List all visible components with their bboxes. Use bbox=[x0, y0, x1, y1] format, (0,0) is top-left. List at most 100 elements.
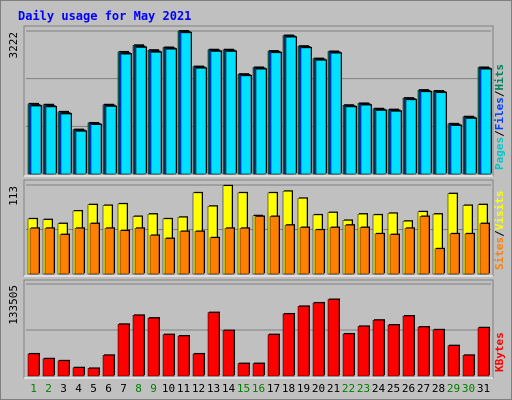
day-label-2: 2 bbox=[45, 382, 52, 395]
bar-sites-day-29 bbox=[449, 233, 460, 275]
day-label-26: 26 bbox=[402, 382, 415, 395]
bar-pages-day-13 bbox=[210, 51, 222, 175]
bar-pages-day-11 bbox=[180, 32, 192, 175]
bar-pages-day-16 bbox=[255, 69, 267, 175]
bar-pages-day-2 bbox=[45, 106, 57, 175]
day-label-25: 25 bbox=[387, 382, 400, 395]
bar-pages-day-9 bbox=[150, 52, 162, 175]
bar-kbytes-day-15 bbox=[237, 363, 250, 377]
bar-sites-day-22 bbox=[344, 224, 355, 275]
bar-kbytes-day-31 bbox=[477, 327, 490, 377]
bar-pages-day-25 bbox=[390, 111, 402, 175]
bar-kbytes-day-17 bbox=[267, 334, 280, 377]
bar-sites-day-12 bbox=[194, 231, 205, 275]
bar-pages-day-6 bbox=[105, 106, 117, 175]
day-label-31: 31 bbox=[477, 382, 490, 395]
bar-kbytes-day-28 bbox=[432, 329, 445, 377]
legend-item: / bbox=[493, 230, 506, 237]
bar-sites-day-28 bbox=[434, 248, 445, 275]
day-label-27: 27 bbox=[417, 382, 430, 395]
bar-sites-day-19 bbox=[299, 227, 310, 275]
day-label-16: 16 bbox=[252, 382, 265, 395]
bar-kbytes-day-21 bbox=[327, 299, 340, 377]
bar-sites-day-5 bbox=[89, 223, 100, 275]
chart-title: Daily usage for May 2021 bbox=[18, 9, 191, 23]
bar-sites-day-15 bbox=[239, 228, 250, 275]
bar-pages-day-18 bbox=[285, 37, 297, 175]
day-label-10: 10 bbox=[162, 382, 175, 395]
bar-kbytes-day-1 bbox=[27, 353, 40, 377]
chart-panels: 3222Pages/Files/Hits113Sites/Visits13350… bbox=[7, 25, 506, 379]
bar-sites-day-7 bbox=[119, 230, 130, 275]
bar-sites-day-18 bbox=[284, 224, 295, 275]
day-label-17: 17 bbox=[267, 382, 280, 395]
bar-sites-day-20 bbox=[314, 229, 325, 275]
bar-kbytes-day-3 bbox=[57, 360, 70, 377]
bar-pages-day-19 bbox=[300, 47, 312, 175]
day-label-19: 19 bbox=[297, 382, 310, 395]
legend-item: Visits bbox=[493, 191, 506, 231]
y-axis-max-label: 133505 bbox=[7, 285, 20, 325]
day-label-21: 21 bbox=[327, 382, 340, 395]
bar-kbytes-day-22 bbox=[342, 333, 355, 377]
bar-kbytes-day-2 bbox=[42, 358, 55, 377]
day-label-9: 9 bbox=[150, 382, 157, 395]
bar-kbytes-day-13 bbox=[207, 312, 220, 377]
bar-pages-day-30 bbox=[465, 118, 477, 175]
bar-sites-day-4 bbox=[74, 228, 85, 275]
legend-item: Sites bbox=[493, 237, 506, 270]
day-label-20: 20 bbox=[312, 382, 325, 395]
day-label-4: 4 bbox=[75, 382, 82, 395]
bar-sites-day-8 bbox=[134, 228, 145, 275]
bar-pages-day-15 bbox=[240, 75, 252, 175]
y-axis-max-label: 113 bbox=[7, 186, 20, 206]
x-axis-day-labels: 1 2 3 4 5 6 7 8 9 10 11 12 13 14 15 16 17 18 19 20 21 22 23 24 2… bbox=[30, 382, 490, 395]
legend-item: / bbox=[493, 90, 506, 97]
bar-kbytes-day-14 bbox=[222, 330, 235, 377]
bar-pages-day-20 bbox=[315, 60, 327, 175]
bar-pages-day-12 bbox=[195, 68, 207, 175]
day-label-3: 3 bbox=[60, 382, 67, 395]
day-label-1: 1 bbox=[30, 382, 37, 395]
bar-kbytes-day-29 bbox=[447, 345, 460, 377]
bar-sites-day-27 bbox=[419, 216, 430, 275]
bar-sites-day-16 bbox=[254, 216, 265, 275]
day-label-11: 11 bbox=[177, 382, 190, 395]
bar-sites-day-1 bbox=[29, 228, 40, 275]
bar-kbytes-day-5 bbox=[87, 368, 100, 377]
bar-sites-day-25 bbox=[389, 234, 400, 275]
bar-kbytes-day-19 bbox=[297, 306, 310, 377]
bar-sites-day-13 bbox=[209, 237, 220, 275]
bar-kbytes-day-10 bbox=[162, 334, 175, 377]
bar-kbytes-day-25 bbox=[387, 324, 400, 377]
bar-kbytes-day-6 bbox=[102, 355, 115, 377]
bar-sites-day-30 bbox=[464, 233, 475, 275]
bar-pages-day-31 bbox=[480, 69, 492, 175]
day-label-5: 5 bbox=[90, 382, 97, 395]
bar-kbytes-day-9 bbox=[147, 317, 160, 377]
day-label-28: 28 bbox=[432, 382, 445, 395]
bar-pages-day-24 bbox=[375, 110, 387, 175]
bar-pages-day-5 bbox=[90, 124, 102, 175]
bar-kbytes-day-16 bbox=[252, 363, 265, 377]
bar-pages-day-3 bbox=[60, 113, 72, 175]
bar-kbytes-day-18 bbox=[282, 313, 295, 377]
legend-item: / bbox=[493, 130, 506, 137]
bar-kbytes-day-24 bbox=[372, 319, 385, 377]
bar-pages-day-27 bbox=[420, 91, 432, 175]
day-label-7: 7 bbox=[120, 382, 127, 395]
panel-visits-sites: 113 Sites/Visits bbox=[7, 179, 506, 277]
bar-sites-day-14 bbox=[224, 228, 235, 275]
bar-sites-day-9 bbox=[149, 235, 160, 275]
legend-item: KBytes bbox=[493, 332, 506, 372]
bar-pages-day-14 bbox=[225, 51, 237, 175]
bar-kbytes-day-23 bbox=[357, 326, 370, 377]
day-label-29: 29 bbox=[447, 382, 460, 395]
bar-sites-day-31 bbox=[479, 223, 490, 275]
day-label-18: 18 bbox=[282, 382, 295, 395]
bar-sites-day-24 bbox=[374, 233, 385, 275]
legend-item: Files bbox=[493, 97, 506, 130]
bar-pages-day-7 bbox=[120, 53, 132, 175]
bar-kbytes-day-4 bbox=[72, 367, 85, 377]
